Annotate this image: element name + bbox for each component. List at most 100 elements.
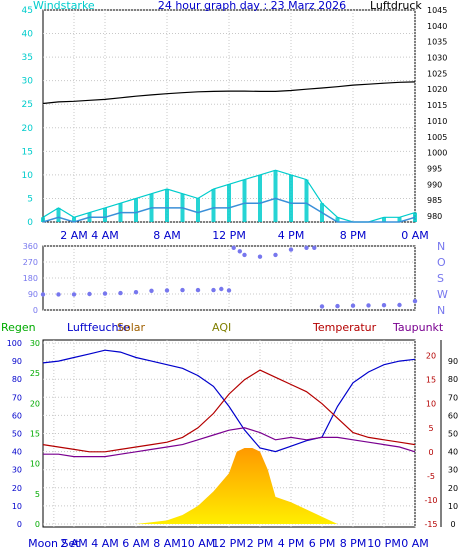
right-outer-axis: 0 10 20 30 40 50 60 70 80 90 [448, 357, 458, 529]
compass-label: N [437, 240, 445, 253]
direction-point [366, 303, 371, 308]
wind-tick-label: 30 [22, 77, 34, 87]
rain-tick-label: 25 [30, 369, 40, 378]
temperature-tick-label: -10 [424, 496, 437, 505]
wind-x-tick-label: 4 PM [278, 229, 305, 242]
wind-gust-bar [397, 217, 402, 222]
direction-point [350, 303, 356, 308]
lower-x-tick-label: 8 AM [153, 537, 181, 550]
wind-pressure-x-axis: 2 AM 4 AM 8 AM 12 PM 4 PM 8 PM 0 AM [60, 229, 429, 242]
direction-point [381, 303, 387, 308]
wind-gust-bar [304, 179, 309, 222]
outer-tick-label: 20 [448, 484, 458, 493]
lower-x-tick-label: 4 PM [278, 537, 305, 550]
outer-tick-label: 30 [448, 466, 458, 475]
outer-tick-label: 50 [448, 430, 458, 439]
wind-gust-bar [103, 207, 107, 222]
wind-gust-bar [165, 189, 169, 222]
pressure-line [42, 81, 416, 105]
humidity-tick-label: 40 [12, 448, 22, 457]
direction-point [102, 291, 108, 296]
wind-x-tick-label: 8 PM [340, 229, 367, 242]
direction-point [397, 302, 402, 308]
pressure-tick-label: 980 [427, 212, 442, 221]
legend-dewpoint: Taupunkt [392, 321, 444, 334]
humidity-tick-label: 100 [7, 339, 22, 348]
wind-gust-bar [196, 198, 200, 222]
legend-solar: Solar [117, 321, 146, 334]
outer-tick-label: 90 [448, 357, 458, 366]
pressure-tick-label: 1045 [427, 6, 447, 15]
temperature-tick-label: 5 [428, 424, 433, 433]
direction-tick-label: 270 [23, 258, 38, 267]
lower-x-tick-label: 2 AM [60, 537, 88, 550]
wind-tick-label: 45 [22, 6, 33, 16]
humidity-tick-label: 30 [12, 466, 22, 475]
outer-tick-label: 40 [448, 448, 458, 457]
lower-x-tick-label: 6 PM [309, 537, 336, 550]
temperature-tick-label: 20 [426, 352, 436, 361]
compass-label: O [437, 256, 446, 269]
legend-rain: Regen [1, 321, 36, 334]
wind-gust-bar [289, 174, 293, 222]
wind-tick-label: 10 [22, 171, 34, 181]
direction-point [133, 290, 139, 295]
rain-tick-label: 30 [30, 339, 40, 348]
outer-tick-label: 60 [448, 411, 458, 420]
left-axis-title: Windstarke [33, 0, 95, 12]
pressure-tick-label: 1005 [427, 133, 447, 142]
rain-tick-label: 15 [30, 430, 40, 439]
direction-point [195, 287, 201, 293]
wind-gust-bar [258, 174, 262, 222]
direction-point [40, 292, 46, 297]
wind-x-tick-label: 2 AM [60, 229, 88, 242]
wind-gust-bar [382, 217, 386, 222]
direction-tick-label: 360 [23, 242, 38, 251]
temperature-axis: -15 -10 -5 0 5 10 15 20 [424, 340, 442, 529]
pressure-tick-label: 1040 [427, 22, 447, 31]
rain-tick-label: 0 [35, 520, 40, 529]
humidity-tick-label: 20 [12, 484, 22, 493]
wind-gust-bar [211, 189, 216, 222]
humidity-tick-label: 60 [12, 411, 22, 420]
legend-humidity: Luftfeuchte [67, 321, 130, 334]
legend-temperature: Temperatur [312, 321, 377, 334]
direction-point [312, 245, 317, 250]
direction-point [87, 291, 92, 297]
direction-point [242, 252, 247, 258]
wind-x-tick-label: 0 AM [401, 229, 429, 242]
pressure-tick-label: 1025 [427, 69, 447, 78]
temperature-tick-label: 10 [426, 400, 436, 409]
compass-label: W [437, 288, 448, 301]
temperature-tick-label: 15 [426, 376, 436, 385]
direction-point [412, 298, 418, 304]
direction-point [164, 288, 170, 293]
wind-x-tick-label: 12 PM [212, 229, 246, 242]
temperature-tick-label: -5 [427, 472, 435, 481]
lower-x-tick-label: 8 PM [340, 537, 367, 550]
humidity-tick-label: 10 [12, 502, 22, 511]
rain-tick-label: 5 [35, 490, 40, 499]
outer-tick-label: 0 [450, 520, 455, 529]
direction-point [237, 249, 242, 254]
direction-point [273, 252, 278, 258]
direction-point [71, 292, 77, 297]
wind-gust-bar [227, 184, 231, 222]
wind-direction-series [40, 245, 418, 309]
outer-tick-label: 80 [448, 375, 458, 384]
rain-axis: 0 5 10 15 20 25 30 [30, 339, 40, 529]
lower-chart-legend: Regen Luftfeuchte Solar AQI Temperatur T… [1, 321, 444, 334]
pressure-tick-label: 1035 [427, 38, 447, 47]
direction-point [211, 287, 216, 293]
humidity-tick-label: 80 [12, 375, 22, 384]
direction-point [304, 245, 309, 250]
pressure-tick-label: 985 [427, 196, 442, 205]
humidity-tick-label: 70 [12, 393, 22, 402]
wind-gust-bar [41, 217, 45, 222]
rain-tick-label: 20 [30, 399, 40, 408]
